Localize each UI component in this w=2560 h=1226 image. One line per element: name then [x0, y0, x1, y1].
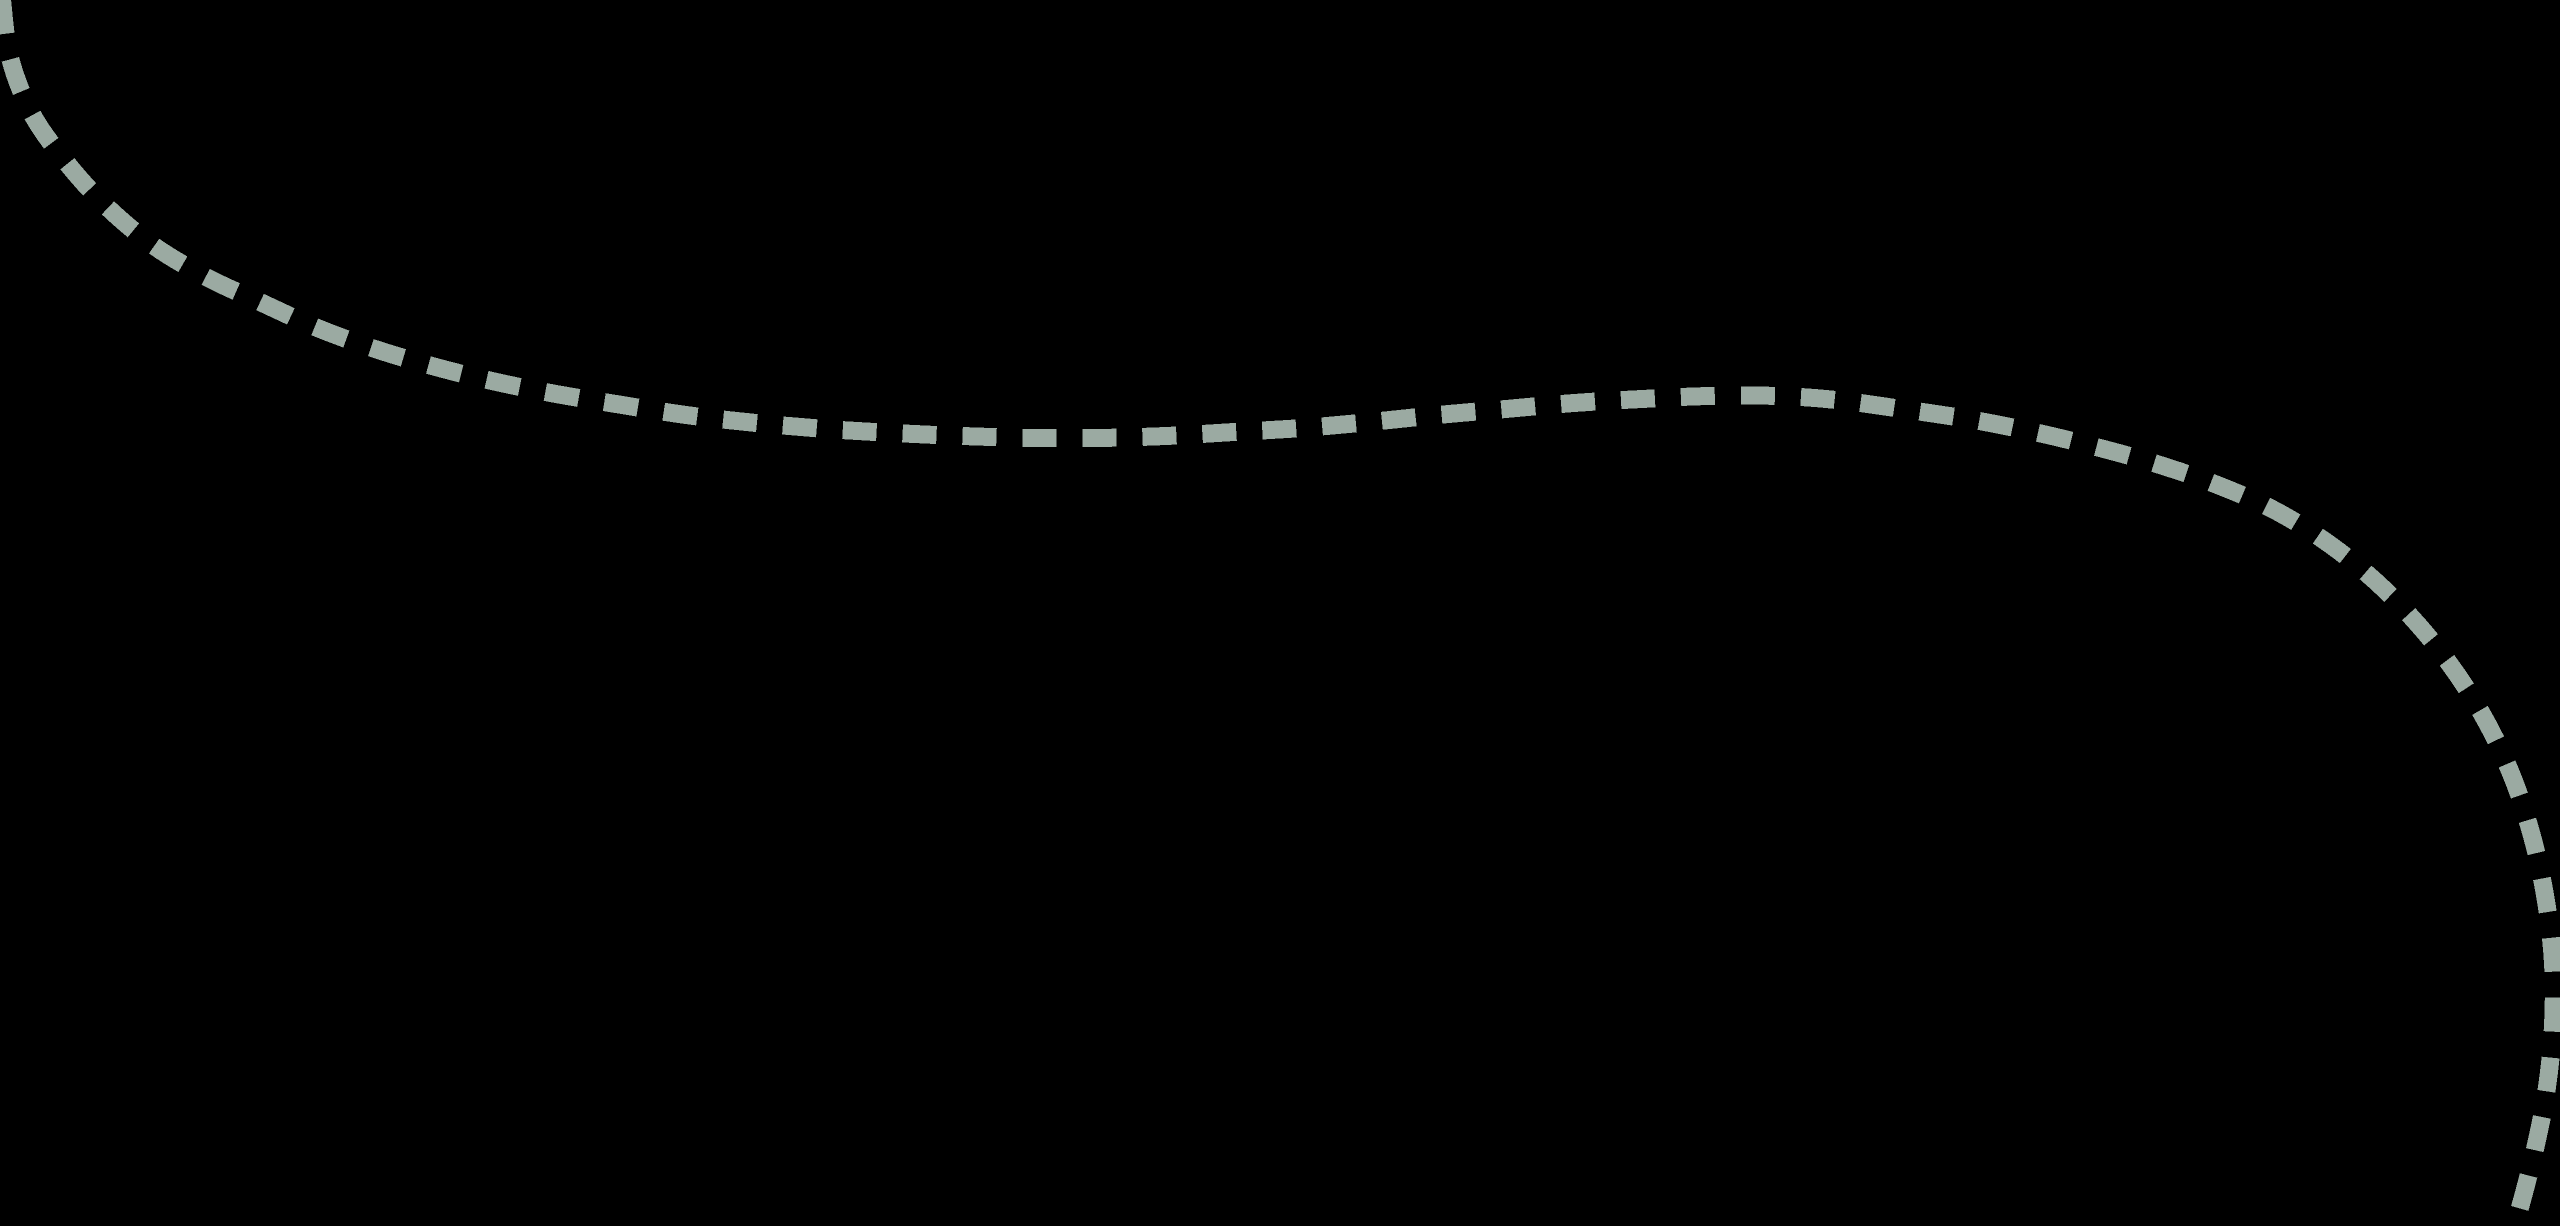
canvas [0, 0, 2560, 1226]
dashed-curve [0, 0, 2560, 1226]
curve-layer [0, 0, 2560, 1226]
